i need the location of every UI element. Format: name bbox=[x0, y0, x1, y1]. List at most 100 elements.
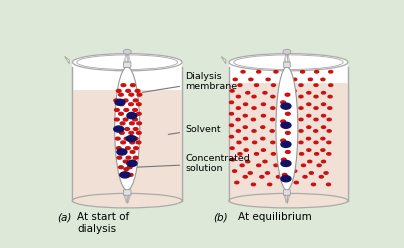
Circle shape bbox=[307, 114, 311, 117]
Circle shape bbox=[314, 118, 318, 121]
Circle shape bbox=[116, 90, 121, 92]
Circle shape bbox=[238, 153, 242, 155]
Polygon shape bbox=[65, 57, 69, 64]
Circle shape bbox=[266, 78, 270, 81]
Circle shape bbox=[309, 172, 314, 174]
Circle shape bbox=[314, 141, 318, 144]
Circle shape bbox=[229, 124, 234, 126]
Circle shape bbox=[327, 141, 331, 144]
Circle shape bbox=[327, 118, 331, 121]
Ellipse shape bbox=[276, 67, 298, 190]
Circle shape bbox=[121, 84, 126, 87]
Circle shape bbox=[128, 112, 133, 115]
Circle shape bbox=[243, 176, 247, 178]
Circle shape bbox=[235, 181, 239, 184]
Circle shape bbox=[116, 128, 120, 130]
Ellipse shape bbox=[77, 55, 178, 69]
Circle shape bbox=[321, 137, 325, 140]
Circle shape bbox=[261, 114, 265, 117]
Circle shape bbox=[319, 176, 323, 178]
Circle shape bbox=[120, 131, 124, 134]
Circle shape bbox=[328, 107, 332, 109]
Circle shape bbox=[286, 131, 290, 134]
Circle shape bbox=[314, 95, 318, 98]
Circle shape bbox=[321, 78, 325, 81]
Circle shape bbox=[127, 160, 137, 166]
Circle shape bbox=[126, 156, 131, 159]
Circle shape bbox=[271, 107, 275, 109]
Circle shape bbox=[130, 122, 134, 125]
Circle shape bbox=[281, 176, 291, 182]
Circle shape bbox=[231, 158, 235, 161]
Circle shape bbox=[314, 107, 318, 109]
Circle shape bbox=[233, 78, 237, 81]
Circle shape bbox=[307, 149, 311, 151]
Circle shape bbox=[133, 118, 137, 121]
Circle shape bbox=[120, 172, 130, 178]
Circle shape bbox=[133, 156, 138, 159]
Circle shape bbox=[280, 103, 284, 105]
Circle shape bbox=[307, 92, 311, 94]
Circle shape bbox=[307, 137, 311, 140]
Circle shape bbox=[119, 93, 123, 96]
Circle shape bbox=[120, 173, 124, 176]
Circle shape bbox=[251, 118, 255, 121]
Circle shape bbox=[285, 93, 290, 96]
Circle shape bbox=[137, 93, 142, 96]
Circle shape bbox=[123, 118, 128, 121]
Circle shape bbox=[292, 90, 296, 92]
Circle shape bbox=[286, 151, 290, 154]
Circle shape bbox=[121, 141, 126, 144]
Circle shape bbox=[315, 70, 319, 73]
Text: Solvent: Solvent bbox=[168, 124, 221, 134]
Circle shape bbox=[137, 122, 141, 125]
Circle shape bbox=[123, 49, 131, 54]
Circle shape bbox=[122, 151, 126, 154]
Circle shape bbox=[327, 153, 331, 155]
Circle shape bbox=[281, 160, 291, 166]
Circle shape bbox=[230, 147, 234, 149]
Circle shape bbox=[130, 141, 135, 144]
Bar bbox=[229, 62, 348, 201]
Circle shape bbox=[246, 92, 250, 94]
Circle shape bbox=[270, 118, 275, 121]
Circle shape bbox=[126, 90, 130, 92]
Circle shape bbox=[243, 126, 247, 128]
Ellipse shape bbox=[115, 67, 140, 190]
Circle shape bbox=[322, 160, 326, 163]
Circle shape bbox=[274, 70, 278, 73]
Circle shape bbox=[322, 114, 326, 117]
Circle shape bbox=[134, 147, 138, 150]
Circle shape bbox=[299, 107, 303, 109]
Circle shape bbox=[281, 101, 286, 104]
Circle shape bbox=[229, 101, 234, 104]
Circle shape bbox=[263, 160, 267, 163]
Circle shape bbox=[317, 164, 321, 167]
Circle shape bbox=[126, 147, 130, 150]
Circle shape bbox=[137, 112, 141, 115]
Circle shape bbox=[119, 103, 124, 106]
Circle shape bbox=[119, 166, 123, 169]
Circle shape bbox=[124, 137, 129, 140]
Circle shape bbox=[116, 137, 120, 140]
Ellipse shape bbox=[72, 54, 182, 71]
Circle shape bbox=[281, 139, 286, 142]
Circle shape bbox=[308, 78, 312, 81]
Circle shape bbox=[115, 99, 125, 105]
Circle shape bbox=[136, 141, 141, 144]
Circle shape bbox=[236, 130, 240, 132]
Circle shape bbox=[280, 172, 284, 174]
Circle shape bbox=[281, 103, 291, 109]
Text: Dialysis
membrane: Dialysis membrane bbox=[143, 72, 237, 92]
Circle shape bbox=[292, 158, 296, 161]
Circle shape bbox=[128, 173, 133, 176]
Text: (b): (b) bbox=[213, 212, 228, 222]
Circle shape bbox=[255, 153, 259, 155]
Circle shape bbox=[327, 130, 331, 132]
Circle shape bbox=[255, 84, 259, 86]
Circle shape bbox=[291, 124, 295, 126]
Circle shape bbox=[237, 141, 241, 144]
Circle shape bbox=[279, 92, 283, 94]
Circle shape bbox=[329, 84, 333, 86]
Circle shape bbox=[292, 78, 297, 81]
